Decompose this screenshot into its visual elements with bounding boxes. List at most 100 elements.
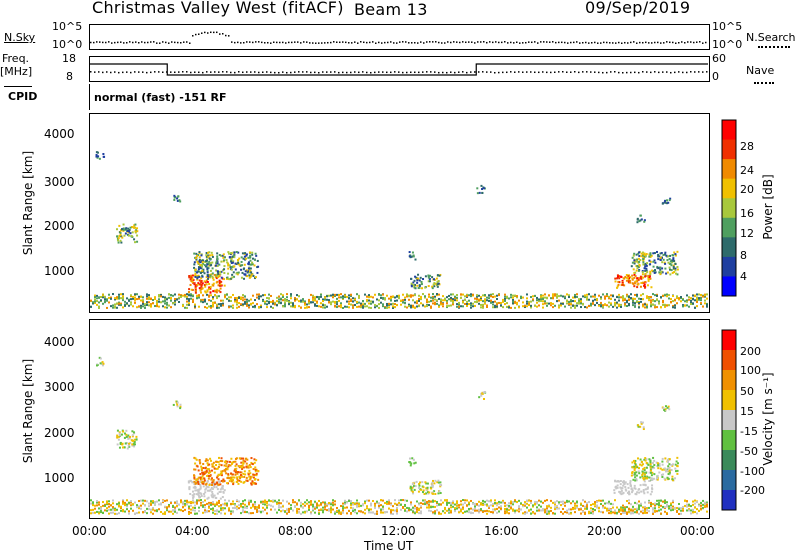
scatter-point	[626, 512, 628, 515]
scatter-point	[600, 303, 602, 306]
scatter-point	[240, 260, 243, 263]
scatter-point	[193, 480, 196, 483]
scatter-point	[247, 262, 250, 265]
scatter-point	[288, 509, 290, 512]
nave-point	[418, 71, 420, 74]
nsky-point	[498, 41, 500, 44]
scatter-point	[245, 476, 248, 479]
scatter-point	[352, 304, 354, 307]
scatter-point	[326, 298, 328, 301]
scatter-point	[645, 269, 648, 272]
nsky-point	[474, 42, 476, 44]
scatter-point	[262, 500, 264, 503]
scatter-point	[649, 465, 652, 468]
nave-point	[666, 71, 668, 73]
scatter-point	[316, 304, 318, 307]
scatter-point	[638, 500, 640, 503]
scatter-point	[324, 501, 326, 504]
scatter-point	[602, 504, 604, 507]
scatter-point	[648, 458, 651, 461]
scatter-point	[636, 509, 638, 512]
scatter-point	[684, 300, 686, 303]
nave-point	[442, 71, 444, 74]
scatter-point	[230, 258, 233, 261]
scatter-point	[536, 299, 538, 302]
nsky-point	[165, 41, 167, 44]
scatter-point	[348, 306, 350, 309]
scatter-point	[334, 500, 336, 503]
scatter-point	[125, 435, 128, 438]
scatter-point	[518, 505, 520, 508]
scatter-point	[133, 445, 136, 448]
scatter-point	[638, 488, 641, 491]
scatter-point	[368, 302, 370, 305]
scatter-point	[546, 499, 548, 502]
scatter-point	[246, 275, 249, 278]
scatter-point	[210, 304, 212, 307]
scatter-point	[576, 506, 578, 509]
scatter-point	[532, 299, 534, 302]
scatter-point	[429, 274, 432, 277]
scatter-point	[642, 509, 644, 512]
scatter-point	[602, 511, 604, 514]
scatter-point	[270, 294, 272, 297]
scatter-point	[633, 484, 636, 487]
scatter-point	[625, 273, 628, 276]
scatter-point	[130, 439, 133, 442]
scatter-point	[486, 509, 488, 512]
scatter-point	[592, 302, 594, 305]
scatter-point	[160, 293, 162, 296]
nave-point	[506, 71, 508, 74]
scatter-point	[448, 511, 450, 514]
scatter-point	[492, 306, 494, 309]
scatter-point	[444, 499, 446, 502]
scatter-point	[522, 305, 524, 308]
scatter-point	[422, 499, 424, 502]
scatter-point	[542, 294, 544, 297]
nsky-point	[303, 41, 305, 43]
velocity-cbar-label: Velocity [m s⁻¹]	[761, 372, 775, 466]
scatter-point	[638, 512, 640, 515]
scatter-point	[197, 254, 200, 257]
scatter-point	[468, 299, 470, 302]
scatter-point	[446, 296, 448, 299]
nave-point	[134, 71, 136, 73]
scatter-point	[506, 297, 508, 300]
scatter-point	[226, 504, 228, 507]
scatter-point	[106, 500, 108, 503]
scatter-point	[126, 505, 128, 508]
scatter-point	[245, 257, 248, 260]
scatter-point	[628, 304, 630, 307]
scatter-point	[212, 303, 214, 306]
scatter-point	[230, 277, 233, 280]
scatter-point	[636, 511, 638, 514]
scatter-point	[631, 278, 634, 281]
scatter-point	[568, 508, 570, 511]
scatter-point	[642, 490, 645, 493]
nsky-point	[582, 41, 584, 44]
scatter-point	[582, 504, 584, 507]
scatter-point	[669, 268, 672, 271]
scatter-point	[336, 506, 338, 509]
scatter-point	[242, 459, 245, 462]
scatter-point	[174, 299, 176, 302]
scatter-point	[209, 262, 212, 265]
scatter-point	[418, 507, 420, 510]
scatter-point	[668, 473, 671, 476]
scatter-point	[234, 297, 236, 300]
scatter-point	[288, 502, 290, 505]
scatter-point	[653, 459, 656, 462]
scatter-point	[660, 508, 662, 511]
scatter-point	[106, 502, 108, 505]
scatter-point	[247, 466, 250, 469]
nave-point	[454, 71, 456, 74]
scatter-point	[635, 474, 638, 477]
scatter-point	[472, 305, 474, 308]
scatter-point	[496, 294, 498, 297]
scatter-point	[240, 466, 243, 469]
nsky-point	[147, 41, 149, 44]
scatter-point	[400, 300, 402, 303]
scatter-point	[666, 503, 668, 506]
scatter-point	[264, 293, 266, 296]
colorbar-segment	[722, 490, 736, 511]
